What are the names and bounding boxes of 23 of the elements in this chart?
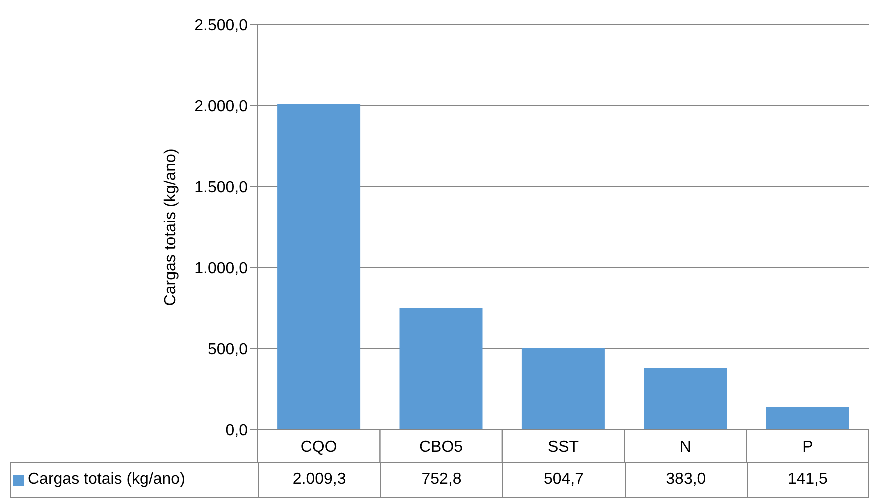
bar xyxy=(644,368,728,430)
y-tick-label: 500,0 xyxy=(208,342,248,359)
bar xyxy=(278,104,361,430)
bar xyxy=(522,348,605,430)
y-tick-label: 0,0 xyxy=(226,422,248,440)
x-tick-label: SST xyxy=(548,439,580,456)
x-tick-label: CBO5 xyxy=(420,439,464,456)
y-tick-label: 1.500,0 xyxy=(194,180,248,197)
data-label: 752,8 xyxy=(380,462,502,498)
data-label: 2.009,3 xyxy=(258,462,380,498)
x-tick-label: CQO xyxy=(300,439,338,456)
bar xyxy=(400,308,483,430)
y-axis-title: Cargas totais (kg/ano) xyxy=(162,148,180,306)
data-label: 504,7 xyxy=(502,462,625,498)
x-tick-label: N xyxy=(680,439,692,456)
bar xyxy=(766,407,850,430)
y-tick-label: 2.000,0 xyxy=(194,98,248,116)
y-tick-label: 1.000,0 xyxy=(194,260,248,278)
legend-label: Cargas totais (kg/ano) xyxy=(28,471,186,489)
x-tick-label: P xyxy=(802,439,814,456)
data-label: 141,5 xyxy=(746,462,869,498)
y-tick-label: 2.500,0 xyxy=(194,18,248,35)
data-label: 383,0 xyxy=(624,462,747,498)
